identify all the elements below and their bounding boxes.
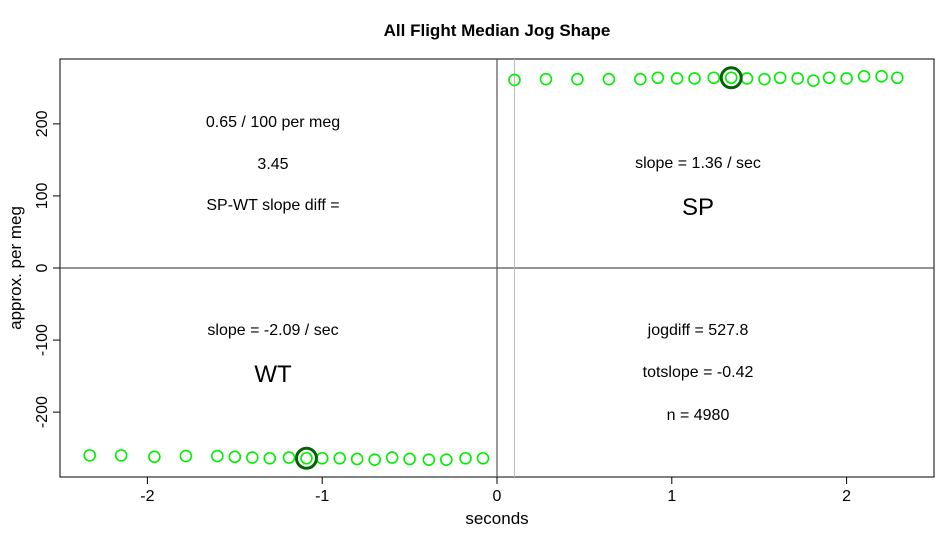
- x-tick-label: 0: [493, 488, 502, 505]
- wt-data-point: [368, 453, 381, 467]
- sp-data-point: [539, 72, 553, 86]
- sp-data-point: [875, 69, 888, 83]
- y-tick-label: 100: [34, 182, 51, 209]
- wt-data-point: [422, 453, 436, 467]
- sp-data-point: [840, 72, 853, 85]
- sp-data-point: [724, 71, 738, 85]
- wt-data-point: [385, 451, 399, 464]
- y-axis-label: approx. per meg: [6, 206, 25, 330]
- sp-data-point: [688, 72, 701, 85]
- wt-data-point: [300, 451, 313, 465]
- wt-data-point: [245, 451, 259, 464]
- wt-slope-per-meg-annotation: 0.65 / 100 per meg: [206, 114, 340, 131]
- wt-data-point: [148, 450, 161, 464]
- x-tick-label: -2: [140, 488, 154, 505]
- x-tick-label: -1: [315, 488, 329, 505]
- highlighted-point: [719, 66, 743, 90]
- wt-data-point: [83, 449, 97, 462]
- sp-data-point: [670, 72, 684, 85]
- slope-diff-label-annotation: SP-WT slope diff =: [206, 197, 339, 214]
- sp-data-point: [571, 72, 584, 86]
- slope-diff-value-annotation: 3.45: [257, 156, 288, 173]
- reference-lines: [60, 59, 934, 477]
- sp-data-point: [890, 71, 904, 85]
- sp-data-point: [634, 72, 647, 86]
- y-tick-label: 0: [34, 263, 51, 272]
- x-axis-label: seconds: [465, 509, 528, 528]
- data-points: [83, 66, 904, 470]
- wt-slope-annotation: slope = -2.09 / sec: [207, 322, 338, 339]
- sp-data-point: [740, 72, 754, 85]
- sp-data-point: [807, 74, 820, 87]
- wt-data-point: [282, 451, 296, 464]
- totslope-annotation: totslope = -0.42: [643, 364, 754, 381]
- wt-data-point: [263, 451, 277, 465]
- wt-data-point: [179, 449, 193, 463]
- sp-data-point: [508, 73, 521, 87]
- wt-data-point: [440, 453, 453, 467]
- sp-data-point: [857, 69, 871, 83]
- sp-data-point: [822, 71, 836, 85]
- wt-data-point: [403, 452, 416, 466]
- x-tick-label: 2: [842, 488, 851, 505]
- sp-data-point: [773, 71, 787, 85]
- wt-data-point: [459, 451, 472, 465]
- wt-data-point: [315, 451, 329, 465]
- chart-title: All Flight Median Jog Shape: [384, 21, 611, 40]
- wt-label: WT: [254, 361, 292, 388]
- wt-data-point: [211, 449, 224, 463]
- sample-count-annotation: n = 4980: [667, 407, 730, 424]
- wt-data-point: [114, 449, 128, 462]
- wt-data-point: [350, 452, 364, 466]
- sp-data-point: [707, 71, 721, 85]
- y-tick-label: 200: [34, 110, 51, 137]
- y-axis: -200 -100 0 100 200: [34, 110, 60, 428]
- x-tick-label: 1: [667, 488, 676, 505]
- sp-data-point: [651, 71, 665, 85]
- sp-data-point: [791, 72, 804, 85]
- x-axis: -2 -1 0 1 2: [140, 477, 851, 505]
- wt-data-point: [228, 450, 242, 464]
- y-tick-label: -200: [34, 396, 51, 428]
- y-tick-label: -100: [34, 324, 51, 356]
- wt-data-point: [333, 451, 346, 465]
- jogdiff-annotation: jogdiff = 527.8: [647, 322, 749, 339]
- sp-data-point: [602, 72, 616, 86]
- sp-label: SP: [682, 194, 714, 221]
- sp-slope-annotation: slope = 1.36 / sec: [635, 155, 761, 172]
- wt-data-point: [476, 451, 490, 465]
- sp-data-point: [758, 72, 771, 86]
- highlighted-point: [294, 446, 318, 470]
